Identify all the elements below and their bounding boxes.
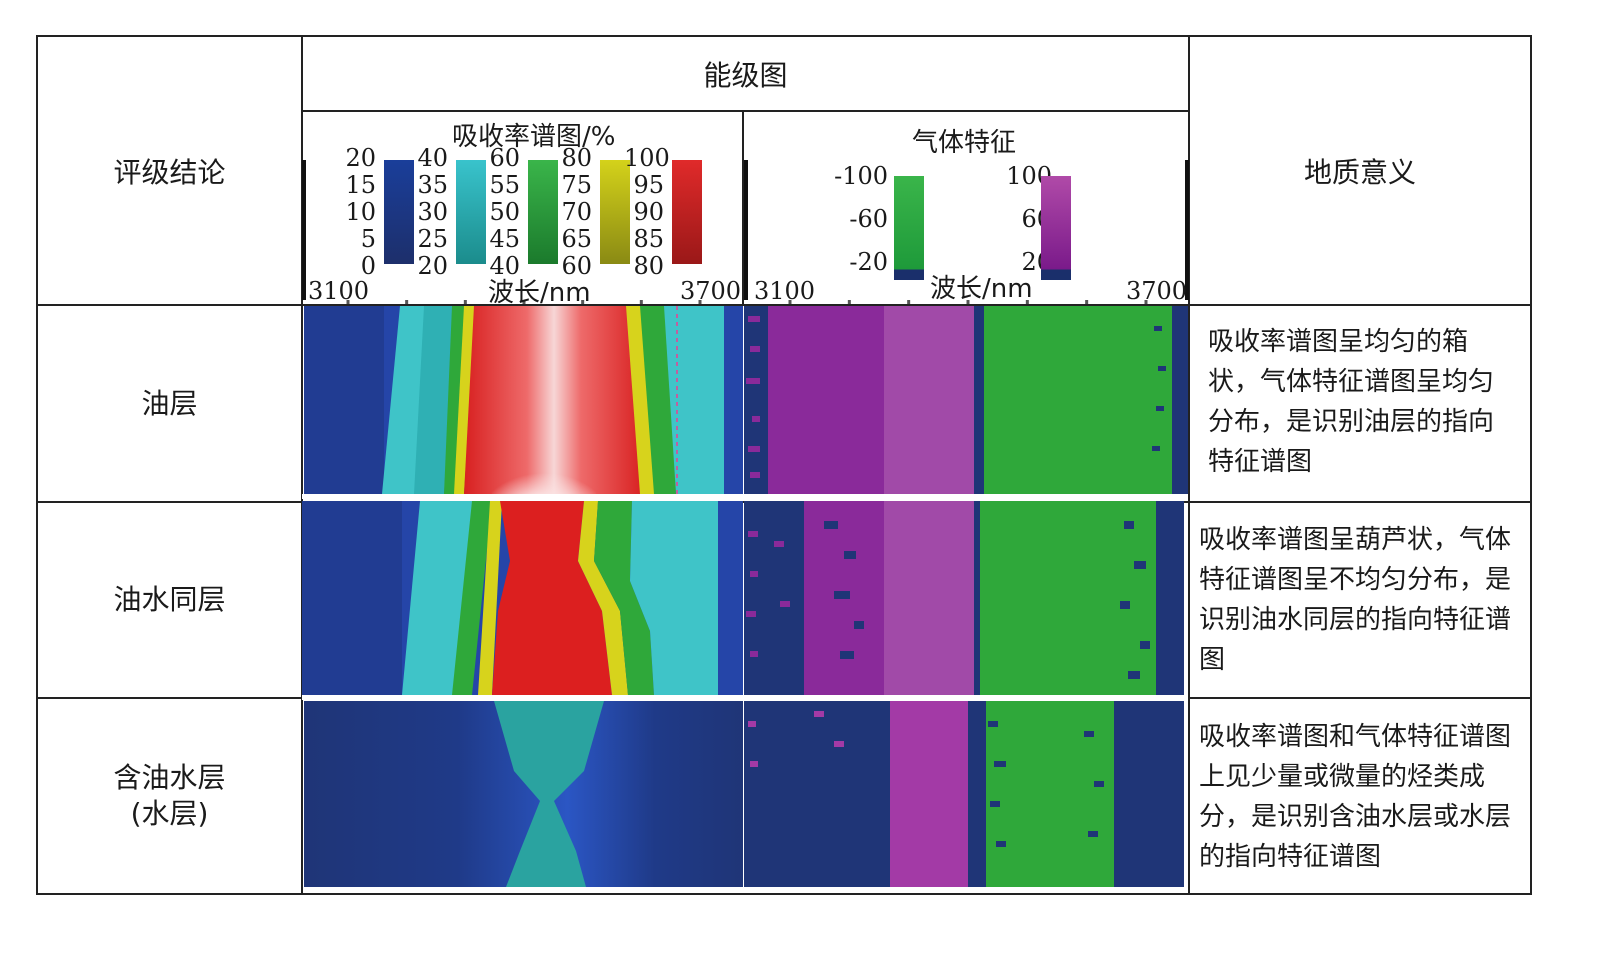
gas-x-end: 3700 [1126, 277, 1188, 305]
gas-x-start: 3100 [754, 277, 816, 305]
row-label-line: 油层 [141, 386, 198, 420]
absorption-legend-tick: 65 [561, 225, 592, 253]
absorption-x-start: 3100 [308, 277, 370, 305]
absorption-spectrum-oily-water-layer [304, 701, 743, 887]
gas-legend-title: 气体特征 [912, 128, 1017, 158]
gas-spectrum-oily-water-layer [744, 701, 1184, 887]
row-description-oil-layer: 吸收率谱图呈均匀的箱状，气体特征谱图呈均匀分布，是识别油层的指向特征谱图 [1208, 327, 1495, 477]
absorption-legend-tick: 10 [345, 198, 376, 226]
absorption-legend-tick: 85 [633, 225, 664, 253]
row-label-oil-water-layer: 油水同层 [37, 502, 302, 698]
absorption-legend-tick: 25 [417, 225, 448, 253]
absorption-legend-tick: 45 [489, 225, 520, 253]
absorption-legend-tick: 95 [633, 171, 664, 199]
row-description-oil-water-layer: 吸收率谱图呈葫芦状，气体特征谱图呈不均匀分布，是识别油水同层的指向特征谱图 [1199, 525, 1512, 675]
absorption-legend-tick: 70 [561, 198, 592, 226]
absorption-legend-tick: 60 [561, 252, 592, 280]
absorption-legend-tick: 80 [561, 144, 592, 172]
absorption-legend-colorbar [528, 160, 558, 264]
absorption-spectrum-oil-layer [304, 306, 743, 494]
row-label-line: (水层) [130, 797, 209, 830]
gas-legend-tick: -100 [834, 162, 888, 190]
gas-legend-tick: -20 [849, 248, 888, 276]
gas-x-label: 波长/nm [930, 274, 1033, 304]
header-geological-meaning: 地质意义 [1303, 155, 1416, 189]
gas-legend-colorbar [1041, 176, 1071, 280]
absorption-spectrum-oil-water-layer [302, 501, 743, 695]
absorption-legend-colorbar [672, 160, 702, 264]
gas-legend-tick: -60 [849, 205, 888, 233]
spectrum-row-divider [302, 695, 1188, 700]
absorption-legend-tick: 60 [489, 144, 520, 172]
row-label-line: 油水同层 [113, 583, 226, 616]
absorption-legend-tick: 90 [633, 198, 664, 226]
absorption-legend-tick: 0 [360, 252, 376, 280]
row-label-oil-layer: 油层 [37, 305, 302, 502]
row-label-oily-water-layer: 含油水层 (水层) [37, 698, 302, 894]
absorption-legend-tick: 75 [561, 171, 592, 199]
absorption-legend-tick: 20 [417, 252, 448, 280]
absorption-legend-tick: 35 [417, 171, 448, 199]
absorption-legend-tick: 30 [417, 198, 448, 226]
spectrum-row-divider [302, 494, 1188, 499]
absorption-x-label: 波长/nm [488, 278, 591, 308]
gas-spectrum-oil-layer [744, 306, 1188, 494]
absorption-x-end: 3700 [680, 277, 742, 305]
row-label-line: 含油水层 [113, 761, 226, 794]
absorption-legend-colorbar [456, 160, 486, 264]
header-rating-conclusion: 评级结论 [113, 155, 226, 189]
absorption-legend-tick: 40 [489, 252, 520, 280]
absorption-legend-tick: 50 [489, 198, 520, 226]
absorption-legend-title: 吸收率谱图/% [452, 122, 616, 152]
absorption-legend-tick: 80 [633, 252, 664, 280]
absorption-legend-colorbar [384, 160, 414, 264]
absorption-legend-colorbar [600, 160, 630, 264]
absorption-legend-tick: 5 [360, 225, 376, 253]
absorption-legend-tick: 100 [624, 144, 670, 172]
absorption-legend-tick: 55 [489, 171, 520, 199]
header-energy-level-map: 能级图 [703, 58, 788, 92]
absorption-legend-tick: 15 [345, 171, 376, 199]
gas-legend-colorbar [894, 176, 924, 280]
row-description-oily-water-layer: 吸收率谱图和气体特征谱图上见少量或微量的烃类成分，是识别含油水层或水层的指向特征… [1199, 722, 1512, 872]
gas-spectrum-oil-water-layer [744, 501, 1184, 695]
absorption-legend-tick: 20 [345, 144, 376, 172]
absorption-legend-tick: 40 [417, 144, 448, 172]
